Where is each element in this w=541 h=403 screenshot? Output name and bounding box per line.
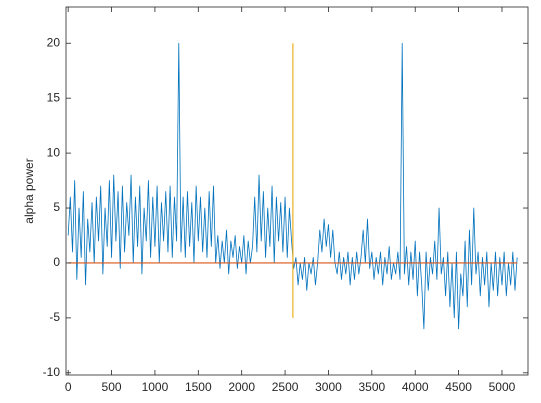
y-tick-label: 10 [47, 145, 61, 159]
x-tick-label: 3000 [315, 380, 342, 394]
x-tick-label: 5000 [489, 380, 516, 394]
plot-content [67, 42, 518, 330]
x-tick-label: 1000 [142, 380, 169, 394]
x-tick-label: 2500 [272, 380, 299, 394]
axes-box [65, 6, 529, 376]
y-tick-label: -10 [43, 365, 61, 379]
x-tick-label: 4000 [402, 380, 429, 394]
y-tick-label: 5 [53, 200, 60, 214]
x-tick-label: 1500 [185, 380, 212, 394]
x-tick-label: 3500 [358, 380, 385, 394]
plot-area [66, 7, 528, 375]
y-axis-label: alpha power [22, 158, 36, 223]
x-tick-label: 2000 [228, 380, 255, 394]
y-tick-label: 15 [47, 90, 61, 104]
y-tick-label: 20 [47, 35, 61, 49]
x-tick-label: 0 [65, 380, 72, 394]
y-tick-label: -5 [49, 310, 60, 324]
y-tick-label: 0 [53, 255, 60, 269]
x-tick-label: 4500 [445, 380, 472, 394]
x-tick-label: 500 [102, 380, 122, 394]
